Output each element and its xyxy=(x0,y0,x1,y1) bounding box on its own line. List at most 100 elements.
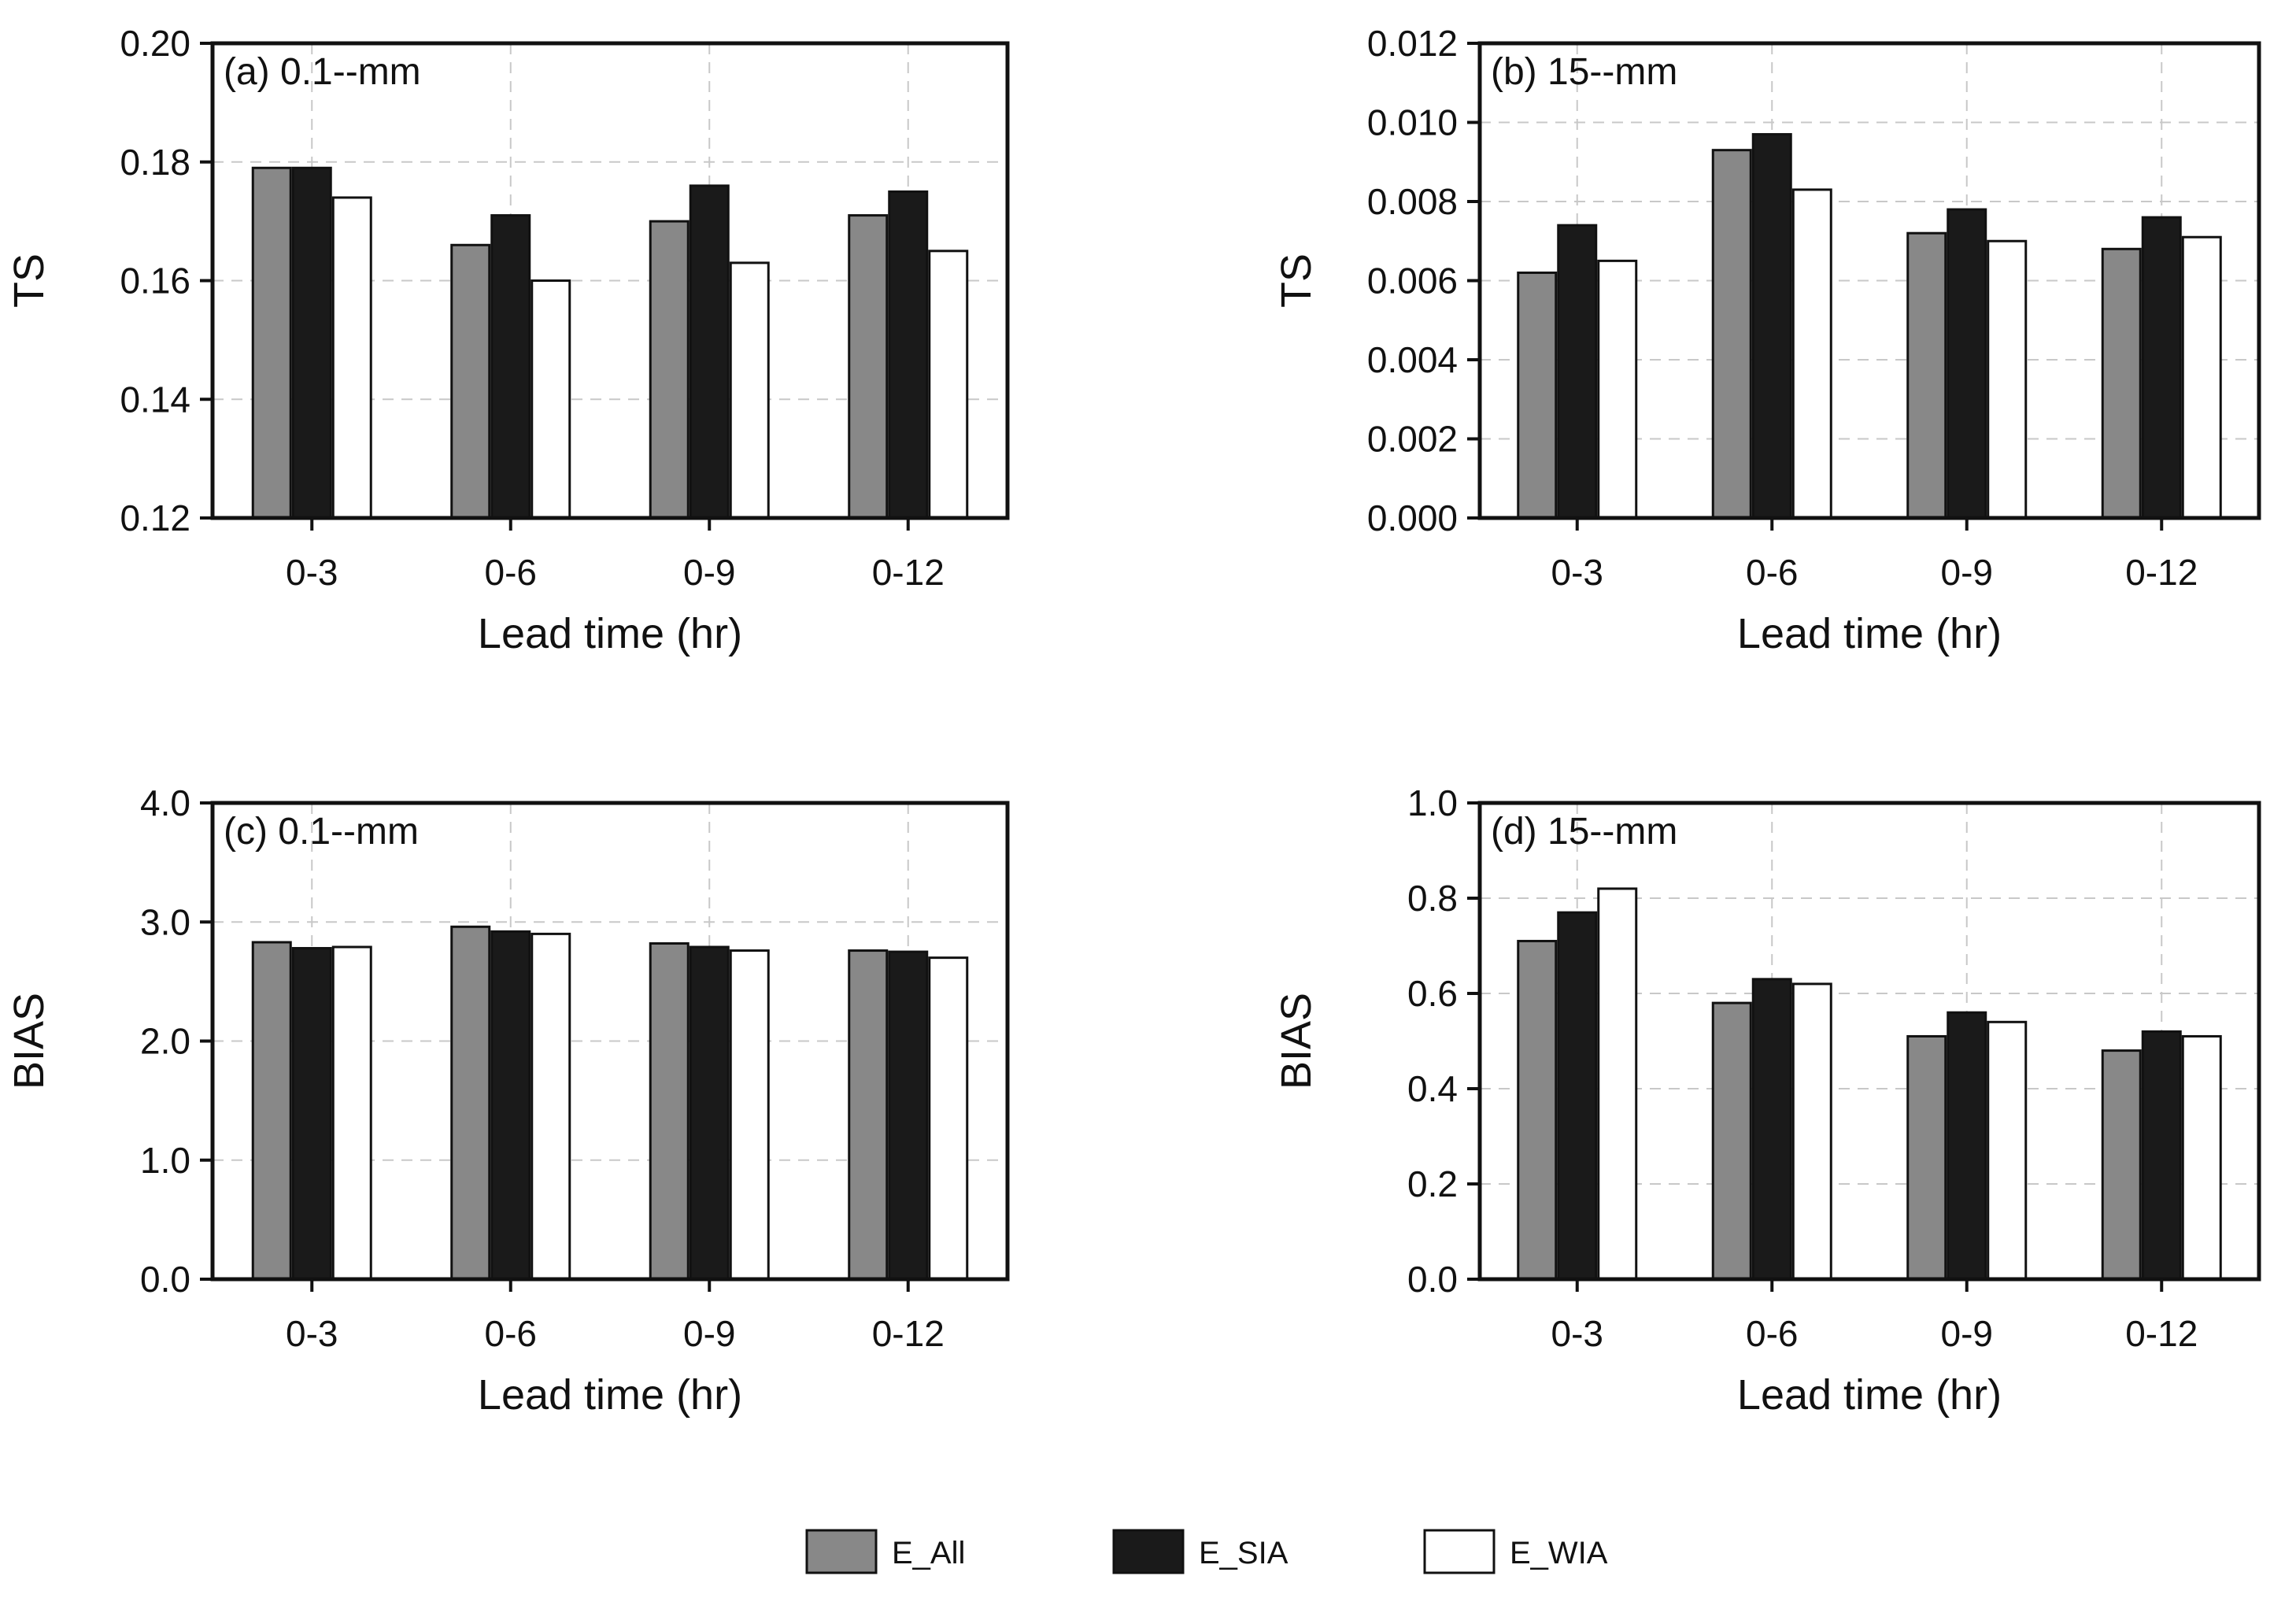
chart-legend: E_All E_SIA E_WIA xyxy=(805,1529,1608,1574)
bar-E_All-0-12 xyxy=(848,214,889,520)
y-tick-label: 0.010 xyxy=(1367,102,1458,143)
bar-E_All-0-12 xyxy=(2101,1049,2142,1281)
bar-E_SIA-0-12 xyxy=(888,950,929,1281)
legend-swatch xyxy=(1423,1529,1496,1574)
y-tick-label: 0.20 xyxy=(120,23,190,64)
bar-E_SIA-0-6 xyxy=(1751,978,1792,1281)
y-tick-label: 1.0 xyxy=(1407,782,1458,823)
y-tick-label: 1.0 xyxy=(140,1140,190,1181)
chart-panel-d: 0.0 0.2 0.4 0.6 0.8 1.0 0-3 0-6 0-9 0-12 Lead time… xyxy=(1273,782,2261,1419)
x-tick-label: 0-6 xyxy=(1746,1313,1798,1354)
x-tick-label: 0-12 xyxy=(872,1313,945,1354)
y-tick-label: 0.012 xyxy=(1367,23,1458,64)
bar-E_WIA-0-12 xyxy=(2181,1034,2222,1281)
bar-E_WIA-0-3 xyxy=(1597,259,1638,520)
bar-E_WIA-0-9 xyxy=(729,949,770,1281)
y-tick-label: 2.0 xyxy=(140,1021,190,1062)
y-tick-label: 0.18 xyxy=(120,142,190,183)
x-tick-label: 0-9 xyxy=(683,1313,735,1354)
x-tick-label: 0-3 xyxy=(1551,1313,1603,1354)
bar-E_WIA-0-6 xyxy=(531,932,571,1281)
x-tick-label: 0-12 xyxy=(2125,1313,2198,1354)
bar-E_WIA-0-6 xyxy=(1791,982,1832,1281)
y-tick-label: 0.4 xyxy=(1407,1068,1458,1109)
bar-E_WIA-0-6 xyxy=(1791,188,1832,520)
legend-label: E_SIA xyxy=(1199,1536,1288,1570)
plot-frame xyxy=(1477,801,2261,1282)
x-tick-label: 0-3 xyxy=(1551,552,1603,593)
y-tick-label: 0.004 xyxy=(1367,339,1458,380)
bar-E_SIA-0-3 xyxy=(1557,911,1598,1281)
x-tick-label: 0-9 xyxy=(1941,552,1993,593)
bar-E_All-0-3 xyxy=(1517,939,1558,1281)
chart-panel-b: 0.000 0.002 0.004 0.006 0.008 0.010 0.012 0-3 0-… xyxy=(1273,23,2261,657)
bar-E_All-0-9 xyxy=(1906,231,1947,520)
y-tick-label: 0.6 xyxy=(1407,973,1458,1014)
x-tick-label: 0-9 xyxy=(1941,1313,1993,1354)
bar-E_SIA-0-6 xyxy=(1751,133,1792,520)
bar-E_WIA-0-12 xyxy=(928,956,969,1281)
bar-E_All-0-9 xyxy=(1906,1034,1947,1281)
legend-label: E_WIA xyxy=(1510,1536,1608,1570)
bar-E_SIA-0-9 xyxy=(1947,1011,1987,1281)
x-tick-label: 0-6 xyxy=(1746,552,1798,593)
y-tick-label: 0.8 xyxy=(1407,878,1458,919)
bar-E_SIA-0-6 xyxy=(490,214,531,520)
y-tick-label: 0.008 xyxy=(1367,181,1458,222)
bar-E_WIA-0-9 xyxy=(1987,1020,2028,1281)
bar-E_SIA-0-3 xyxy=(291,166,332,520)
y-axis-title: TS xyxy=(6,253,53,308)
bar-E_All-0-9 xyxy=(649,220,690,520)
panel-annotation: (d) 15--mm xyxy=(1491,811,1677,853)
y-tick-label: 0.000 xyxy=(1367,498,1458,538)
y-tick-label: 0.12 xyxy=(120,498,190,538)
bar-E_WIA-0-3 xyxy=(331,196,372,520)
bar-E_All-0-9 xyxy=(649,941,690,1281)
bar-E_WIA-0-9 xyxy=(1987,239,2028,520)
bar-E_SIA-0-12 xyxy=(888,190,929,520)
legend-item-E_WIA: E_WIA xyxy=(1423,1529,1608,1574)
x-tick-label: 0-3 xyxy=(286,1313,338,1354)
bar-E_All-0-12 xyxy=(848,949,889,1281)
bar-E_All-0-3 xyxy=(251,166,292,520)
x-tick-label: 0-6 xyxy=(485,1313,537,1354)
x-axis-title: Lead time (hr) xyxy=(478,1371,742,1419)
bar-E_WIA-0-12 xyxy=(2181,235,2222,520)
y-axis-title: BIAS xyxy=(6,993,53,1089)
x-tick-label: 0-6 xyxy=(485,552,537,593)
bar-E_SIA-0-3 xyxy=(1557,224,1598,520)
chart-panel-a: 0.12 0.14 0.16 0.18 0.20 0-3 0-6 0-9 0-12 Lead ti… xyxy=(6,23,1010,657)
y-tick-label: 4.0 xyxy=(140,782,190,823)
bar-E_All-0-6 xyxy=(450,925,491,1281)
legend-swatch xyxy=(805,1529,878,1574)
bar-E_All-0-6 xyxy=(1711,149,1752,520)
bar-E_SIA-0-9 xyxy=(689,945,730,1281)
panel-annotation: (c) 0.1--mm xyxy=(224,811,419,853)
bar-E_SIA-0-6 xyxy=(490,930,531,1281)
x-axis-title: Lead time (hr) xyxy=(1737,610,2002,657)
y-tick-label: 0.006 xyxy=(1367,261,1458,301)
x-axis-title: Lead time (hr) xyxy=(478,610,742,657)
bar-E_SIA-0-12 xyxy=(2141,1030,2182,1281)
bar-E_All-0-6 xyxy=(1711,1001,1752,1281)
x-tick-label: 0-12 xyxy=(872,552,945,593)
bar-E_WIA-0-12 xyxy=(928,250,969,520)
bar-E_SIA-0-9 xyxy=(1947,208,1987,520)
chart-panel-c: 0.0 1.0 2.0 3.0 4.0 0-3 0-6 0-9 0-12 Lead time (h… xyxy=(6,782,1010,1419)
x-tick-label: 0-12 xyxy=(2125,552,2198,593)
panel-annotation: (b) 15--mm xyxy=(1491,51,1677,93)
legend-item-E_All: E_All xyxy=(805,1529,965,1574)
bar-E_All-0-6 xyxy=(450,243,491,520)
legend-item-E_SIA: E_SIA xyxy=(1112,1529,1288,1574)
bar-E_WIA-0-3 xyxy=(331,945,372,1281)
y-tick-label: 0.2 xyxy=(1407,1163,1458,1204)
bar-E_SIA-0-12 xyxy=(2141,216,2182,520)
x-tick-label: 0-3 xyxy=(286,552,338,593)
y-axis-title: TS xyxy=(1273,253,1320,308)
y-tick-label: 0.14 xyxy=(120,379,190,420)
bar-E_All-0-3 xyxy=(1517,271,1558,520)
x-axis-title: Lead time (hr) xyxy=(1737,1371,2002,1419)
bar-E_SIA-0-3 xyxy=(291,947,332,1281)
panel-annotation: (a) 0.1--mm xyxy=(224,51,421,93)
y-tick-label: 0.16 xyxy=(120,261,190,301)
